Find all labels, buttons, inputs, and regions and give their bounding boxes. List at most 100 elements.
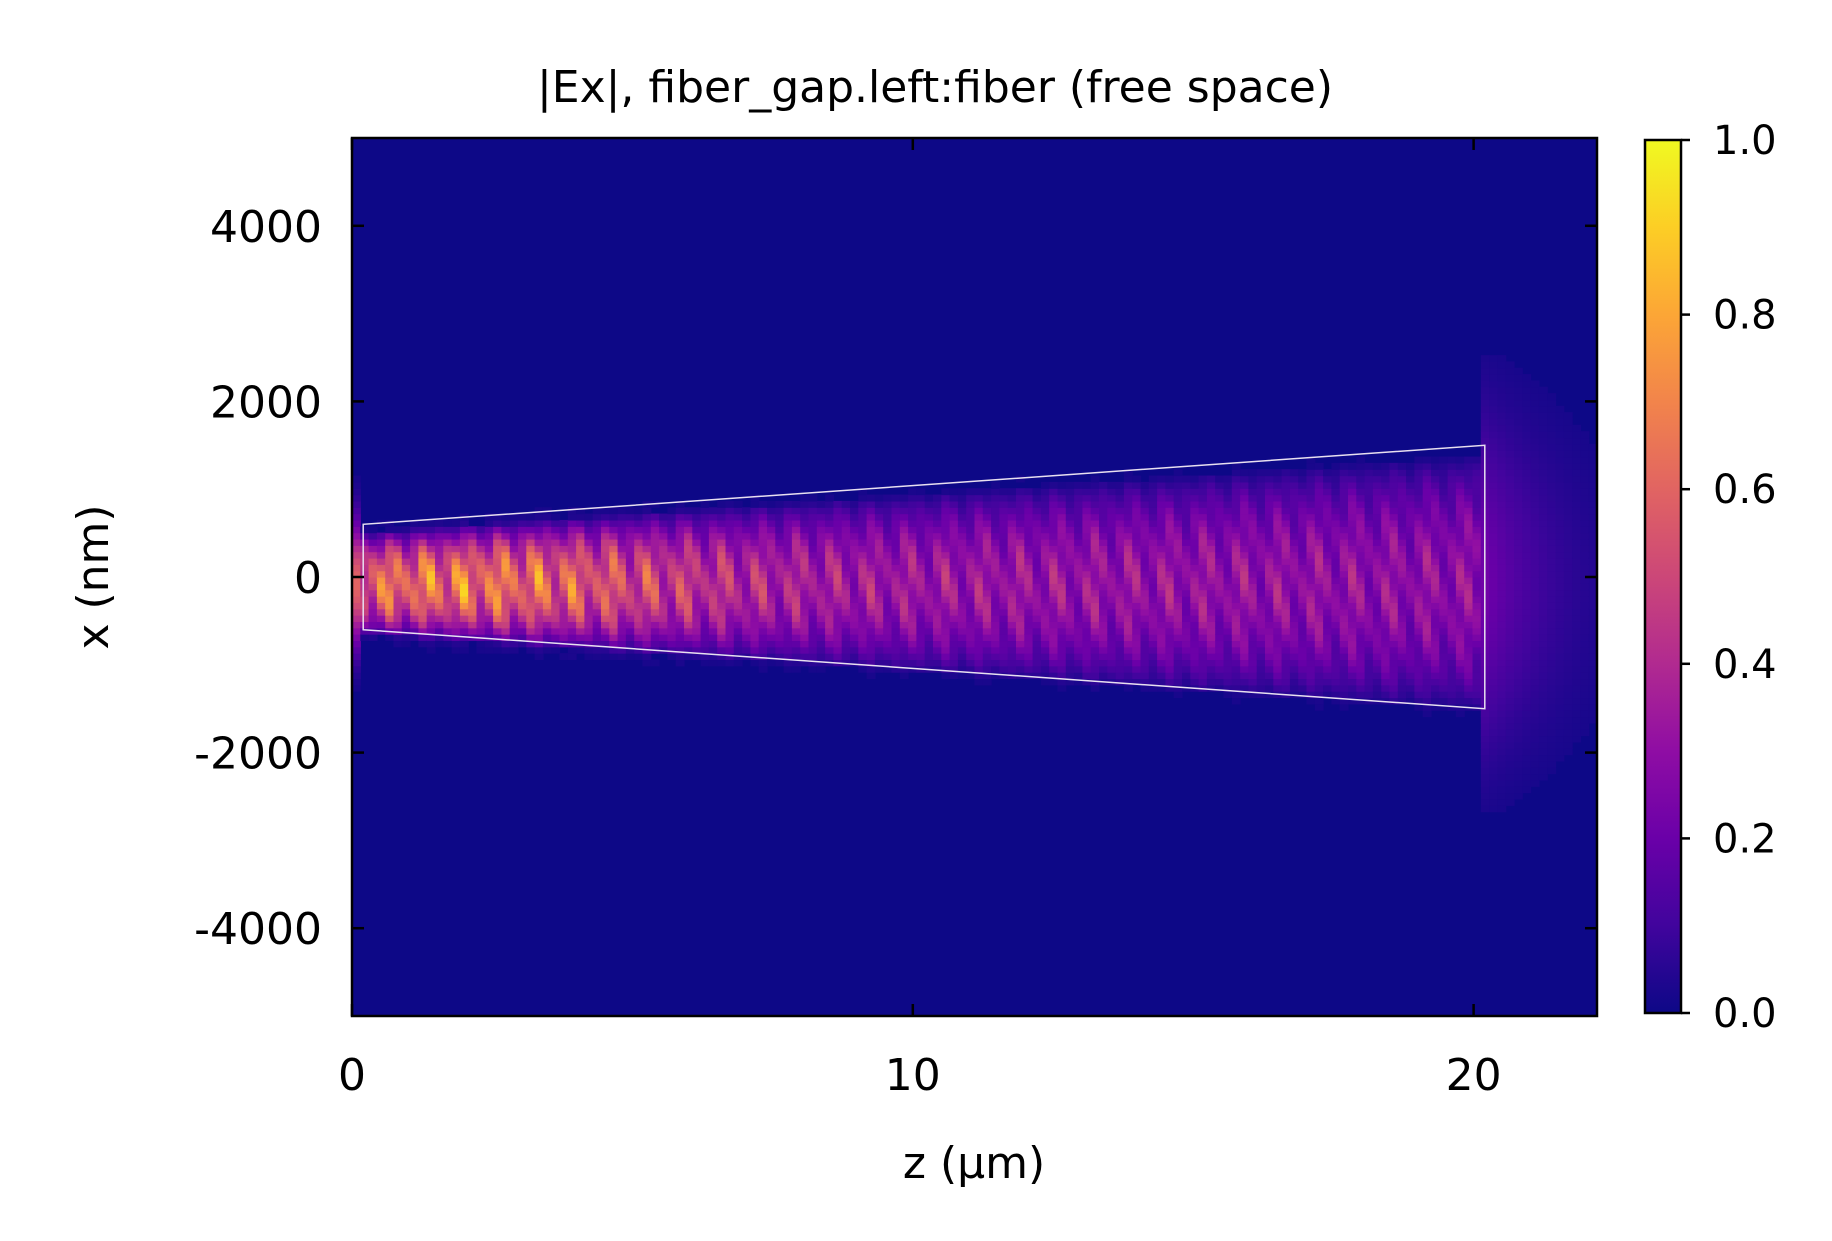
- field-cell: [1024, 494, 1034, 502]
- field-cell: [708, 513, 718, 521]
- field-cell: [1115, 589, 1125, 597]
- field-cell: [634, 557, 644, 565]
- field-cell: [1522, 405, 1532, 413]
- field-cell: [1182, 672, 1191, 680]
- field-cell: [542, 532, 552, 540]
- field-cell: [1248, 627, 1258, 635]
- field-cell: [767, 634, 776, 642]
- field-cell: [625, 640, 635, 648]
- field-cell: [1538, 735, 1548, 743]
- field-cell: [908, 557, 917, 565]
- field-cell: [675, 640, 685, 648]
- field-cell: [791, 564, 801, 572]
- field-cell: [659, 608, 668, 616]
- field-cell: [1049, 532, 1059, 540]
- field-cell: [1240, 488, 1249, 496]
- field-cell: [1547, 672, 1557, 680]
- field-cell: [385, 596, 395, 603]
- field-cell: [1273, 653, 1283, 661]
- field-cell: [874, 532, 884, 540]
- field-cell: [493, 577, 502, 584]
- field-cell: [1024, 602, 1034, 610]
- field-cell: [1563, 615, 1573, 622]
- field-cell: [1431, 672, 1440, 680]
- field-cell: [1422, 710, 1432, 718]
- field-cell: [1165, 602, 1175, 610]
- field-cell: [1588, 653, 1597, 661]
- field-cell: [1065, 678, 1075, 686]
- field-cell: [1256, 513, 1266, 521]
- field-cell: [1439, 602, 1449, 610]
- field-cell: [1215, 653, 1225, 661]
- field-cell: [1057, 615, 1067, 622]
- field-cell: [1447, 526, 1457, 534]
- field-cell: [368, 608, 378, 616]
- field-cell: [1572, 653, 1581, 661]
- field-cell: [1472, 538, 1482, 546]
- field-cell: [1497, 627, 1507, 635]
- field-cell: [1422, 653, 1432, 661]
- field-cell: [1372, 589, 1382, 597]
- field-cell: [1123, 494, 1133, 502]
- field-cell: [1123, 596, 1133, 603]
- field-cell: [584, 602, 594, 610]
- field-cell: [1198, 602, 1208, 610]
- field-cell: [1530, 570, 1540, 578]
- field-cell: [1505, 443, 1515, 451]
- field-cell: [899, 519, 909, 527]
- field-cell: [725, 519, 735, 527]
- field-cell: [1514, 374, 1523, 382]
- field-cell: [1198, 564, 1208, 572]
- field-cell: [916, 570, 926, 578]
- field-cell: [1464, 691, 1474, 699]
- field-cell: [1215, 640, 1225, 648]
- field-cell: [1049, 678, 1059, 686]
- field-cell: [1323, 564, 1332, 572]
- field-cell: [1530, 773, 1540, 781]
- field-cell: [1439, 545, 1449, 553]
- field-cell: [800, 615, 810, 622]
- field-cell: [1364, 627, 1374, 635]
- field-cell: [385, 532, 395, 540]
- field-cell: [1572, 481, 1581, 489]
- field-cell: [559, 557, 569, 565]
- field-cell: [601, 507, 610, 515]
- field-cell: [767, 653, 776, 661]
- field-cell: [1547, 557, 1557, 565]
- field-cell: [1563, 570, 1573, 578]
- field-cell: [949, 653, 959, 661]
- field-cell: [518, 526, 527, 534]
- field-cell: [1173, 678, 1183, 686]
- field-cell: [1298, 551, 1308, 559]
- field-cell: [1115, 500, 1125, 508]
- field-cell: [1323, 627, 1332, 635]
- field-cell: [1306, 545, 1316, 553]
- field-cell: [1397, 532, 1407, 540]
- field-cell: [1265, 475, 1274, 483]
- field-cell: [625, 551, 635, 559]
- field-cell: [1547, 646, 1557, 654]
- field-cell: [1298, 519, 1308, 527]
- field-cell: [800, 659, 810, 667]
- field-cell: [1414, 627, 1424, 635]
- field-cell: [1505, 760, 1515, 768]
- field-cell: [1547, 577, 1557, 584]
- field-cell: [1538, 418, 1548, 426]
- field-cell: [1563, 621, 1573, 629]
- field-cell: [1431, 532, 1440, 540]
- field-cell: [484, 634, 494, 642]
- field-cell: [576, 538, 585, 546]
- field-cell: [1190, 653, 1200, 661]
- field-cell: [1074, 507, 1083, 515]
- field-cell: [1588, 481, 1597, 489]
- field-cell: [1082, 602, 1092, 610]
- field-cell: [1580, 513, 1590, 521]
- field-cell: [1439, 500, 1449, 508]
- field-cell: [675, 615, 685, 622]
- field-cell: [1514, 748, 1523, 756]
- field-cell: [708, 640, 718, 648]
- field-cell: [1580, 431, 1590, 439]
- field-cell: [1190, 488, 1200, 496]
- field-cell: [1580, 691, 1590, 699]
- field-cell: [1580, 450, 1590, 458]
